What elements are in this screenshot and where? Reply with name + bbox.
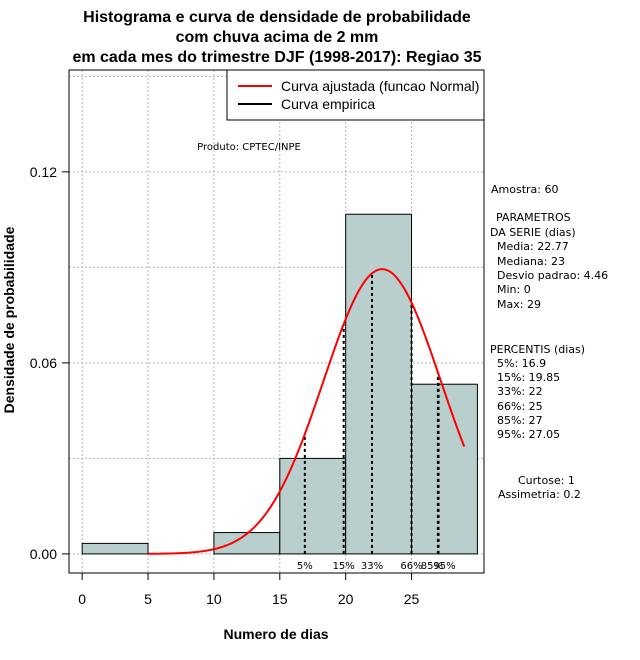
- x-tick-label: 15: [272, 591, 288, 607]
- x-tick-label: 10: [206, 591, 222, 607]
- sample-size: Amostra: 60: [491, 183, 558, 196]
- stat-median: Mediana: 23: [497, 255, 565, 268]
- histogram-bar: [345, 213, 413, 555]
- y-tick-label: 0.12: [30, 164, 57, 180]
- percentile-5: 5%: 16.9: [497, 357, 546, 370]
- histogram-bar: [81, 542, 149, 555]
- percentile-label: 95%: [433, 561, 455, 572]
- stat-max: Max: 29: [497, 298, 541, 311]
- params-title-2: DA SERIE (dias): [490, 226, 576, 239]
- stat-mean: Media: 22.77: [497, 240, 569, 253]
- percentile-33: 33%: 22: [497, 385, 543, 398]
- legend-box: [226, 69, 485, 121]
- percentile-85: 85%: 27: [497, 414, 543, 427]
- x-tick-label: 20: [338, 591, 354, 607]
- x-axis: 0 5 10 15 20 25: [78, 572, 420, 607]
- legend-label-empirical: Curva empirica: [281, 96, 375, 112]
- chart-title-line-3: em cada mes do trimestre DJF (1998-2017)…: [72, 49, 481, 66]
- percentile-95: 95%: 27.05: [497, 428, 560, 441]
- x-axis-label: Numero de dias: [223, 626, 328, 642]
- statistics-panel: Amostra: 60 PARAMETROS DA SERIE (dias) M…: [490, 183, 608, 501]
- chart-title-line-1: Histograma e curva de densidade de proba…: [83, 9, 471, 26]
- histogram-bar: [411, 383, 478, 555]
- percentile-66: 66%: 25: [497, 400, 543, 413]
- legend: Curva ajustada (funcao Normal) Curva emp…: [226, 69, 485, 121]
- legend-label-fit: Curva ajustada (funcao Normal): [281, 78, 479, 94]
- x-tick-label: 0: [78, 591, 86, 607]
- percentile-label: 66%: [400, 561, 422, 572]
- stat-sd: Desvio padrao: 4.46: [497, 269, 608, 282]
- params-title-1: PARAMETROS: [496, 211, 571, 224]
- histogram-bar: [213, 532, 281, 555]
- y-axis: 0.00 0.06 0.12: [30, 164, 70, 562]
- percentile-label: 85%: [421, 561, 443, 572]
- y-tick-label: 0.00: [30, 546, 57, 562]
- x-tick-label: 25: [404, 591, 420, 607]
- histogram-bar: [279, 457, 347, 555]
- percentile-label: 15%: [333, 561, 355, 572]
- product-annotation: Produto: CPTEC/INPE: [197, 142, 301, 153]
- percentile-lines: 5% 15% 33% 66%85%95%: [297, 273, 456, 572]
- x-tick-label: 5: [144, 591, 152, 607]
- chart-title-line-2: com chuva acima de 2 mm: [176, 29, 379, 46]
- y-tick-label: 0.06: [30, 355, 57, 371]
- percentile-label: 33%: [361, 561, 383, 572]
- stat-min: Min: 0: [497, 283, 531, 296]
- histogram-bars: [81, 213, 478, 555]
- kurtosis: Curtose: 1: [518, 474, 575, 487]
- percentile-label: 5%: [297, 561, 313, 572]
- percentiles-title: PERCENTIS (dias): [490, 343, 585, 356]
- normal-fit-curve: [148, 268, 466, 555]
- skewness: Assimetria: 0.2: [498, 488, 581, 501]
- y-axis-label: Densidade de probabilidade: [1, 226, 17, 413]
- percentile-15: 15%: 19.85: [497, 371, 560, 384]
